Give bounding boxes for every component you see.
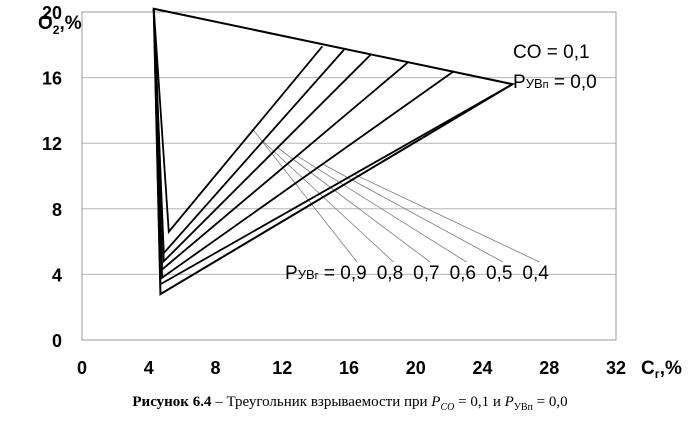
ratio-prefix: P (285, 263, 298, 284)
ratio-leader-line (252, 129, 358, 263)
x-tick-label: 20 (406, 358, 426, 378)
legend: CO = 0,1 PУВп = 0,0 (513, 42, 597, 93)
ratio-leader-line (262, 140, 394, 263)
ratio-line (152, 8, 323, 235)
ratio-leader-line (353, 173, 540, 263)
caption-figure-number: Рисунок 6.4 (132, 394, 212, 410)
ratio-value: 0,9 (340, 263, 366, 284)
x-tick-label: 28 (539, 358, 559, 378)
explosivity-triangle-chart: 0 4 8 12 16 20 0 4 8 12 16 20 24 28 32 O2,% Cг,% CO = … (38, 3, 682, 381)
x-tick-label: 0 (77, 358, 87, 378)
ratio-value: 0,5 (486, 263, 512, 284)
caption-p-uv-sub: УВп (513, 402, 533, 413)
ratio-mid: УВ (298, 267, 315, 282)
triangle-lines (152, 7, 540, 296)
caption-text: – Треугольник взрываемости при (211, 394, 432, 410)
y-tick-label: 8 (52, 200, 62, 220)
outer-triangle (152, 7, 516, 296)
y-tick-label: 4 (52, 265, 62, 285)
y-tick-label: 20 (42, 3, 62, 23)
x-tick-label: 8 (210, 358, 220, 378)
y-tick-label: 12 (42, 134, 62, 154)
caption-eq1: = 0,1 и (454, 394, 505, 410)
caption-p-co: P (431, 394, 441, 410)
x-tick-label: 32 (606, 358, 626, 378)
ratio-leader-line (322, 163, 504, 263)
ratio-value: 0,6 (450, 263, 476, 284)
x-tick-label: 4 (144, 358, 154, 378)
ratio-value: 0,8 (377, 263, 403, 284)
ratio-line (152, 8, 513, 286)
figure-caption: Рисунок 6.4 – Треугольник взрываемости п… (0, 394, 700, 413)
y-tick-label: 0 (52, 331, 62, 351)
x-axis-title: Cг,% (641, 358, 682, 381)
y-axis-title: O2,% (38, 13, 82, 37)
x-tick-label: 16 (339, 358, 359, 378)
ratio-leader-line (277, 147, 431, 263)
tick-labels: 0 4 8 12 16 20 0 4 8 12 16 20 24 28 32 (42, 3, 626, 378)
x-tick-label: 12 (272, 358, 292, 378)
ratio-equals: = (319, 263, 341, 284)
ratio-series-label: PУВг = 0,9 0,8 0,7 0,6 0,5 0,4 (285, 263, 549, 284)
ratio-leader-line (296, 155, 467, 263)
legend-pyv: PУВп = 0,0 (513, 72, 597, 93)
caption-p-co-sub: CO (440, 402, 455, 413)
x-tick-label: 24 (472, 358, 492, 378)
caption-p-uv: P (504, 394, 514, 410)
ratio-sub: г (315, 270, 319, 282)
legend-co: CO = 0,1 (513, 42, 590, 63)
plot-area-border (81, 11, 617, 341)
ratio-value: 0,7 (413, 263, 439, 284)
caption-eq2: = 0,0 (532, 394, 568, 410)
ratio-value: 0,4 (522, 263, 549, 284)
ratio-line (152, 8, 408, 272)
y-tick-label: 16 (42, 69, 62, 89)
